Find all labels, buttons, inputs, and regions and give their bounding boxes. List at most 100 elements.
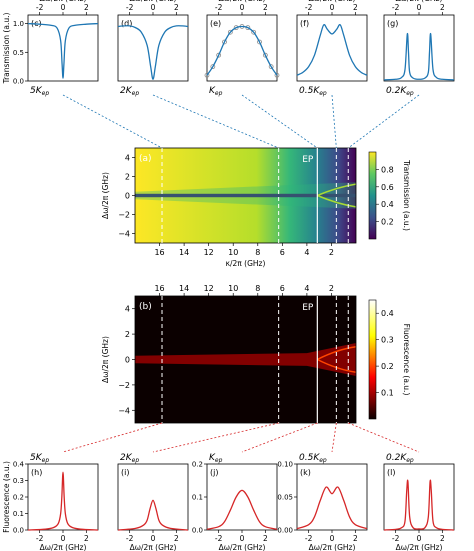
x-tick-label: 2 (263, 3, 268, 12)
series-line (296, 486, 368, 530)
heatmap-layer: EP (a) −4 −2 0 2 4 Δω/2π (GHz) 16 14 12 10 8 6 4 2 κ/2π … (101, 147, 411, 424)
multiplier-label: 0.2Kep (386, 86, 414, 97)
ep-label: EP (302, 303, 314, 313)
x-tick-label: -2 (126, 534, 134, 543)
panel-label: (d) (121, 19, 132, 28)
x-tick-label: 0 (151, 3, 156, 12)
heatmap-resonance-dip (135, 193, 356, 198)
connector-top (152, 94, 279, 149)
x-tick-label: 2 (174, 3, 179, 12)
series-line (383, 479, 455, 531)
colorbar-label: Fluorescence (a.u.) (402, 324, 411, 396)
y-tick-label: 0.0 (192, 527, 203, 535)
panel-f: -2 0 2Δω/2π (GHz) (f) 0.5Kep (296, 0, 368, 97)
heatmap-branch-lower (317, 194, 357, 208)
panel-label: (l) (387, 468, 395, 477)
data-point (268, 64, 274, 70)
x-tick-label: 0 (61, 534, 66, 543)
x-axis-label: κ/2π (GHz) (226, 259, 266, 268)
x-tick-label: 12 (204, 284, 214, 293)
connector-bottom (241, 422, 318, 453)
x-tick-label: 8 (255, 248, 260, 257)
x-tick-label: -2 (305, 534, 313, 543)
y-tick-label: 0.1 (192, 494, 203, 502)
y-axis-label: Transmission (a.u.) (2, 13, 11, 85)
x-tick-label: -2 (36, 534, 44, 543)
multiplier-subscript: ep (406, 90, 414, 97)
heatmap-branch-upper (317, 183, 357, 197)
x-tick-label: 10 (228, 284, 238, 293)
connector-bottom (348, 422, 420, 453)
colorbar-tick-label: 0.4 (381, 309, 394, 318)
x-tick-label: -2 (215, 534, 223, 543)
x-tick-label: 2 (329, 248, 334, 257)
panel-frame (117, 463, 189, 531)
colorbar-tick-label: 0.3 (381, 336, 394, 345)
x-axis-label: Δω/2π (GHz) (40, 0, 87, 3)
data-point (257, 39, 262, 45)
heatmap-branch-upper (316, 346, 357, 361)
colorbar (368, 151, 377, 240)
y-tick-label: 0.00 (277, 527, 293, 535)
ep-label: EP (302, 155, 314, 165)
data-point (227, 29, 233, 35)
series-line (206, 489, 278, 530)
multiplier-subscript: ep (406, 457, 414, 464)
x-axis-label: Δω/2π (GHz) (309, 0, 356, 3)
panel-k: -2 0 2 0.00 0.05 0.10 Δω/2π (GHz) (k) 0.5Kep (277, 453, 368, 551)
y-tick-label: 4 (125, 154, 130, 163)
y-tick-label: 0.5 (13, 49, 24, 57)
data-point (210, 64, 216, 70)
series-line (383, 32, 455, 81)
heatmap-fringe (135, 182, 356, 209)
connector-top (348, 94, 420, 149)
heatmap-panel-label: (a) (139, 154, 152, 164)
data-point (245, 25, 251, 31)
x-tick-label: 2 (84, 534, 89, 543)
x-axis-label: Δω/2π (GHz) (219, 0, 266, 3)
y-tick-label: 0.3 (13, 477, 24, 485)
y-tick-label: 0.0 (13, 527, 24, 535)
x-tick-label: 2 (174, 534, 179, 543)
x-tick-label: -2 (392, 534, 400, 543)
y-tick-label: 0.2 (13, 494, 24, 502)
panel-j: -2 0 2 0.0 0.1 0.2 Δω/2π (GHz) (j) Kep (192, 453, 278, 551)
series-line (206, 25, 278, 76)
panel-i: -2 0 2Δω/2π (GHz) (i) 2Kep (117, 453, 189, 551)
x-tick-label: 0 (240, 534, 245, 543)
data-point (233, 25, 239, 31)
x-axis-label: Δω/2π (GHz) (130, 543, 177, 551)
series-line (117, 25, 189, 80)
x-tick-label: 0 (61, 3, 66, 12)
heatmap-a: EP (a) −4 −2 0 2 4 Δω/2π (GHz) 16 14 12 10 8 6 4 2 κ/2π … (101, 147, 411, 268)
x-tick-label: 0 (417, 3, 422, 12)
colorbar (368, 299, 377, 420)
x-tick-label: -2 (36, 3, 44, 12)
heatmap-panel-label: (b) (139, 302, 152, 312)
x-tick-label: 2 (263, 534, 268, 543)
multiplier-subscript: ep (215, 457, 223, 464)
connector-top (241, 94, 318, 149)
y-tick-label: −2 (118, 211, 130, 220)
x-tick-label: 14 (179, 284, 189, 293)
x-tick-label: 16 (154, 248, 164, 257)
y-axis-label: Δω/2π (GHz) (101, 172, 110, 219)
x-tick-label: 4 (304, 284, 309, 293)
x-tick-label: 16 (154, 284, 164, 293)
panel-frame (383, 14, 455, 82)
x-tick-label: 2 (353, 534, 358, 543)
x-tick-label: 12 (204, 248, 214, 257)
connector-bottom (152, 422, 279, 453)
x-tick-label: 0 (417, 534, 422, 543)
panel-label: (e) (210, 19, 221, 28)
x-tick-label: -2 (392, 3, 400, 12)
x-tick-label: -2 (126, 3, 134, 12)
panel-l: -2 0 2Δω/2π (GHz) (l) 0.2Kep (383, 453, 455, 551)
y-tick-label: 0 (125, 192, 130, 201)
panel-label: (j) (210, 468, 218, 477)
panel-frame (296, 14, 368, 82)
panel-label: (i) (121, 468, 129, 477)
multiplier-subscript: ep (132, 90, 140, 97)
